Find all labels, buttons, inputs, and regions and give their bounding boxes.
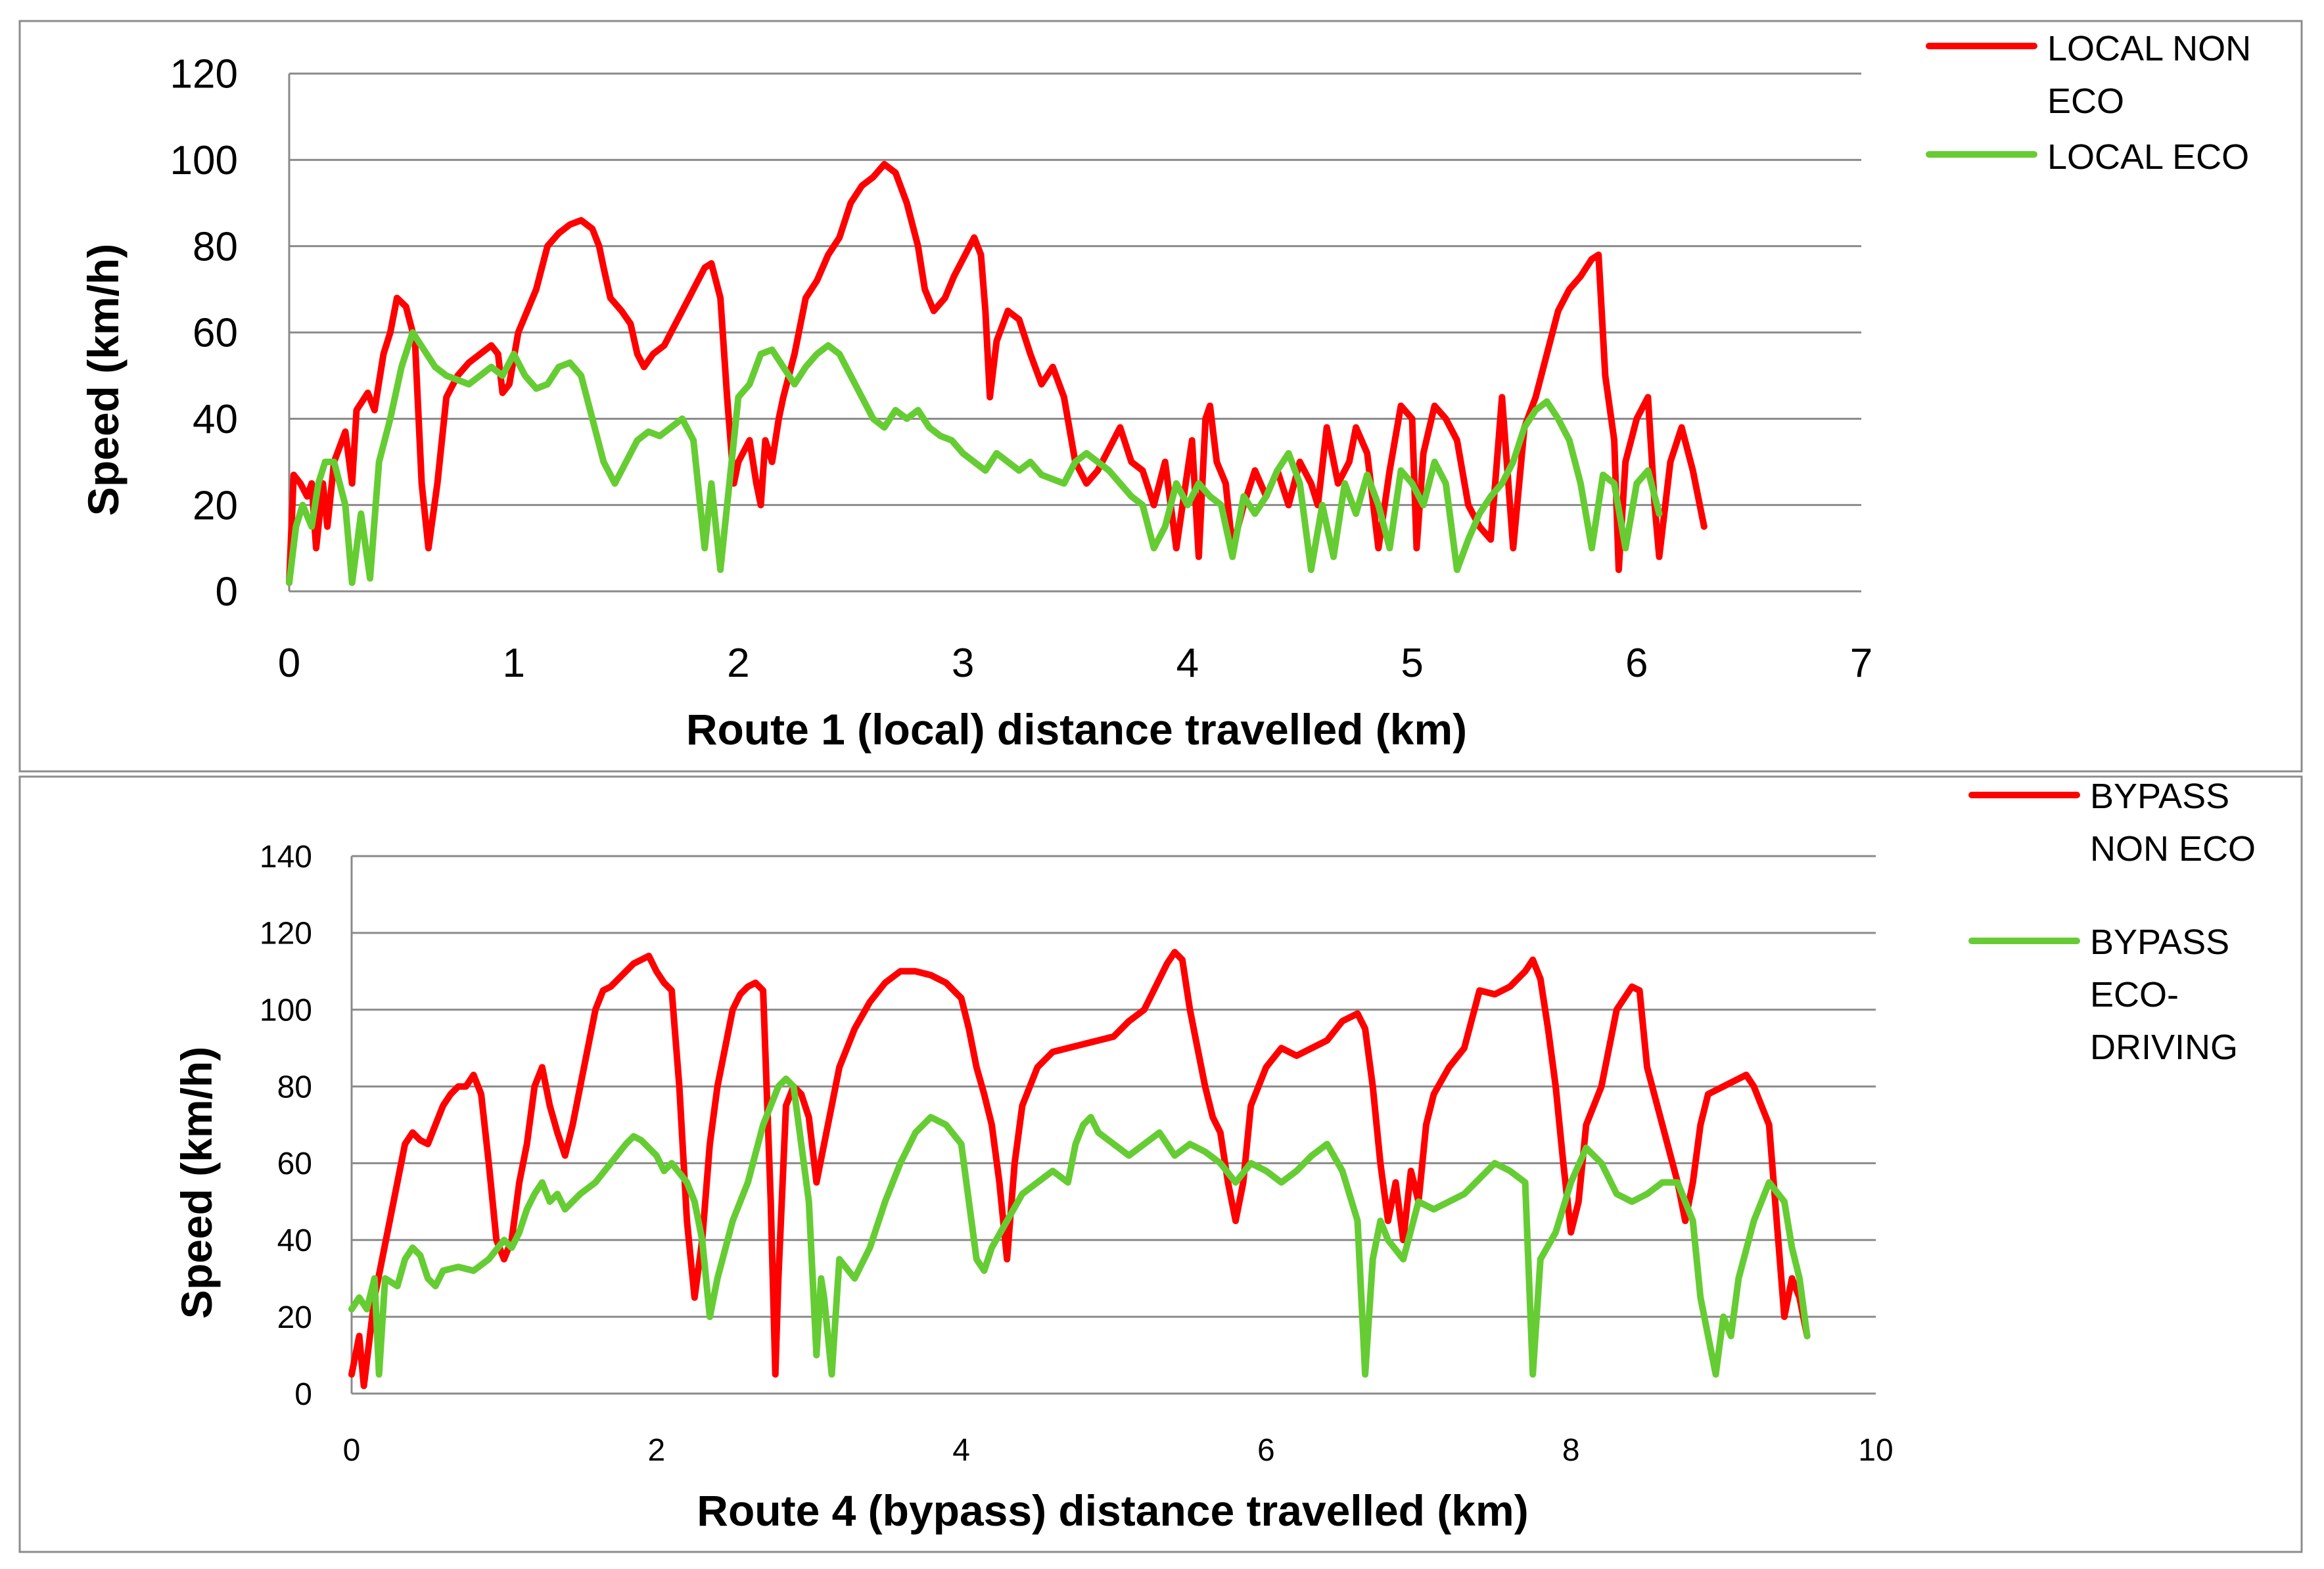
series-line-non-eco [286, 160, 1708, 586]
route1-series-group [286, 160, 1708, 586]
route1-chart-panel: 0 20 40 60 80 100 120 0 1 2 3 4 5 6 7 Route 1 (local)… [18, 20, 2303, 773]
y-tick-label: 120 [170, 52, 238, 97]
route4-y-axis-title: Speed (km/h) [172, 1047, 221, 1319]
route1-chart-frame [18, 20, 2303, 773]
legend-entry-text: BYPASS [2090, 922, 2229, 962]
x-tick-label: 4 [1176, 641, 1199, 686]
route1-y-tick-labels: 0 20 40 60 80 100 120 [170, 52, 238, 615]
legend-entry-text: LOCAL NON [2047, 29, 2251, 68]
route4-chart-frame [18, 775, 2303, 1553]
route4-series-group [348, 949, 1811, 1390]
x-tick-label: 1 [502, 641, 524, 686]
legend-entry-text: NON ECO [2090, 829, 2256, 869]
x-tick-label: 0 [278, 641, 300, 686]
x-tick-label: 5 [1401, 641, 1423, 686]
x-tick-label: 6 [1625, 641, 1648, 686]
legend-entry-text: BYPASS [2090, 777, 2229, 816]
x-tick-label: 7 [1850, 641, 1872, 686]
route1-x-axis-title: Route 1 (local) distance travelled (km) [686, 705, 1467, 754]
route1-legend: LOCAL NON ECO LOCAL ECO [1926, 29, 2251, 177]
x-tick-label: 6 [1257, 1433, 1275, 1468]
x-tick-label: 10 [1858, 1433, 1893, 1468]
route4-legend: BYPASS NON ECO BYPASS ECO- DRIVING [1968, 777, 2256, 1067]
series-line-eco [348, 1075, 1811, 1378]
legend-entry-text: ECO [2047, 81, 2124, 121]
route1-y-axis-title: Speed (km/h) [79, 244, 128, 516]
series-line-non-eco [348, 949, 1811, 1390]
y-tick-label: 20 [193, 483, 238, 528]
x-tick-label: 8 [1562, 1433, 1580, 1468]
y-tick-label: 40 [277, 1223, 312, 1258]
route4-gridlines [350, 855, 1876, 1395]
y-tick-label: 100 [170, 138, 238, 183]
y-tick-label: 20 [277, 1300, 312, 1335]
route4-chart-panel: 0 20 40 60 80 100 120 140 0 2 4 6 8 10 Route 4 (bypa… [18, 775, 2303, 1553]
x-tick-label: 2 [647, 1433, 665, 1468]
y-tick-label: 40 [193, 397, 238, 442]
route1-x-tick-labels: 0 1 2 3 4 5 6 7 [278, 641, 1872, 686]
legend-entry-text: ECO- [2090, 975, 2179, 1014]
y-tick-label: 60 [193, 311, 238, 356]
y-tick-label: 0 [216, 570, 238, 615]
y-tick-label: 120 [260, 917, 312, 951]
x-tick-label: 0 [343, 1433, 361, 1468]
y-tick-label: 0 [294, 1377, 312, 1412]
route4-x-tick-labels: 0 2 4 6 8 10 [343, 1433, 1894, 1468]
route4-y-tick-labels: 0 20 40 60 80 100 120 140 [260, 840, 312, 1412]
x-tick-label: 4 [952, 1433, 970, 1468]
x-tick-label: 2 [727, 641, 749, 686]
x-tick-label: 3 [952, 641, 974, 686]
y-tick-label: 100 [260, 993, 312, 1028]
series-line-eco [286, 329, 1663, 586]
legend-entry-text: LOCAL ECO [2047, 137, 2249, 177]
y-tick-label: 80 [277, 1070, 312, 1104]
route4-x-axis-title: Route 4 (bypass) distance travelled (km) [697, 1486, 1528, 1535]
y-tick-label: 140 [260, 840, 312, 875]
y-tick-label: 80 [193, 224, 238, 269]
y-tick-label: 60 [277, 1147, 312, 1181]
legend-entry-text: DRIVING [2090, 1028, 2238, 1067]
